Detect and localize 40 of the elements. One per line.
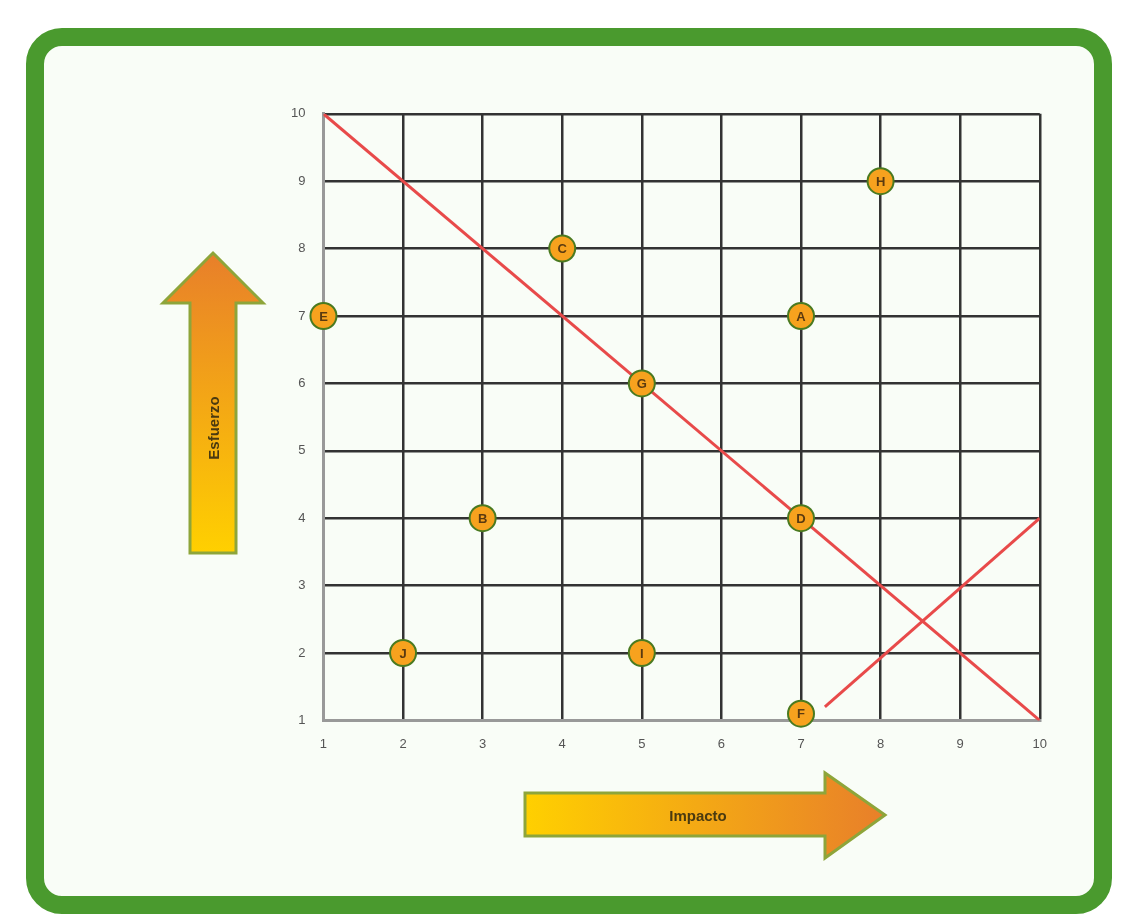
data-label: I (640, 645, 644, 661)
x-tick-label: 9 (956, 735, 964, 751)
y-tick-label: 4 (298, 509, 306, 525)
x-tick-label: 4 (558, 735, 566, 751)
data-label: C (557, 241, 568, 257)
point (787, 504, 815, 533)
data-label: A (796, 308, 807, 324)
data-label: G (636, 375, 647, 391)
point (866, 167, 895, 196)
y-axis-title: Esfuerzo (204, 396, 222, 460)
point (787, 699, 815, 728)
x-axis-title: Impacto (669, 806, 727, 824)
point (389, 639, 418, 667)
data-label: E (319, 308, 329, 324)
y-tick-label: 5 (298, 442, 306, 458)
point (548, 234, 577, 263)
x-tick-label: 1 (319, 735, 328, 751)
x-tick-label: 10 (1032, 735, 1047, 751)
point (627, 369, 656, 398)
data-label: H (875, 173, 886, 189)
point (309, 302, 338, 330)
point (627, 639, 656, 667)
data-label: B (477, 510, 488, 526)
y-tick-label: 8 (298, 240, 306, 256)
y-tick-label: 7 (298, 307, 306, 323)
y-tick-label: 3 (298, 577, 306, 593)
x-tick-label: 2 (399, 735, 407, 751)
y-tick-label: 2 (298, 644, 306, 660)
x-tick-label: 5 (638, 735, 646, 751)
x-tick-label: 3 (479, 735, 487, 751)
data-label: J (399, 645, 407, 661)
x-tick-label: 8 (876, 735, 885, 751)
y-tick-label: 1 (298, 711, 306, 727)
y-tick-label: 6 (298, 374, 306, 390)
x-tick-label: 7 (797, 735, 805, 751)
y-tick-label: 9 (298, 172, 306, 188)
y-tick-label: 10 (290, 105, 306, 121)
data-label: F (797, 706, 806, 722)
data-label: D (796, 510, 806, 526)
x-tick-label: 6 (717, 735, 726, 751)
